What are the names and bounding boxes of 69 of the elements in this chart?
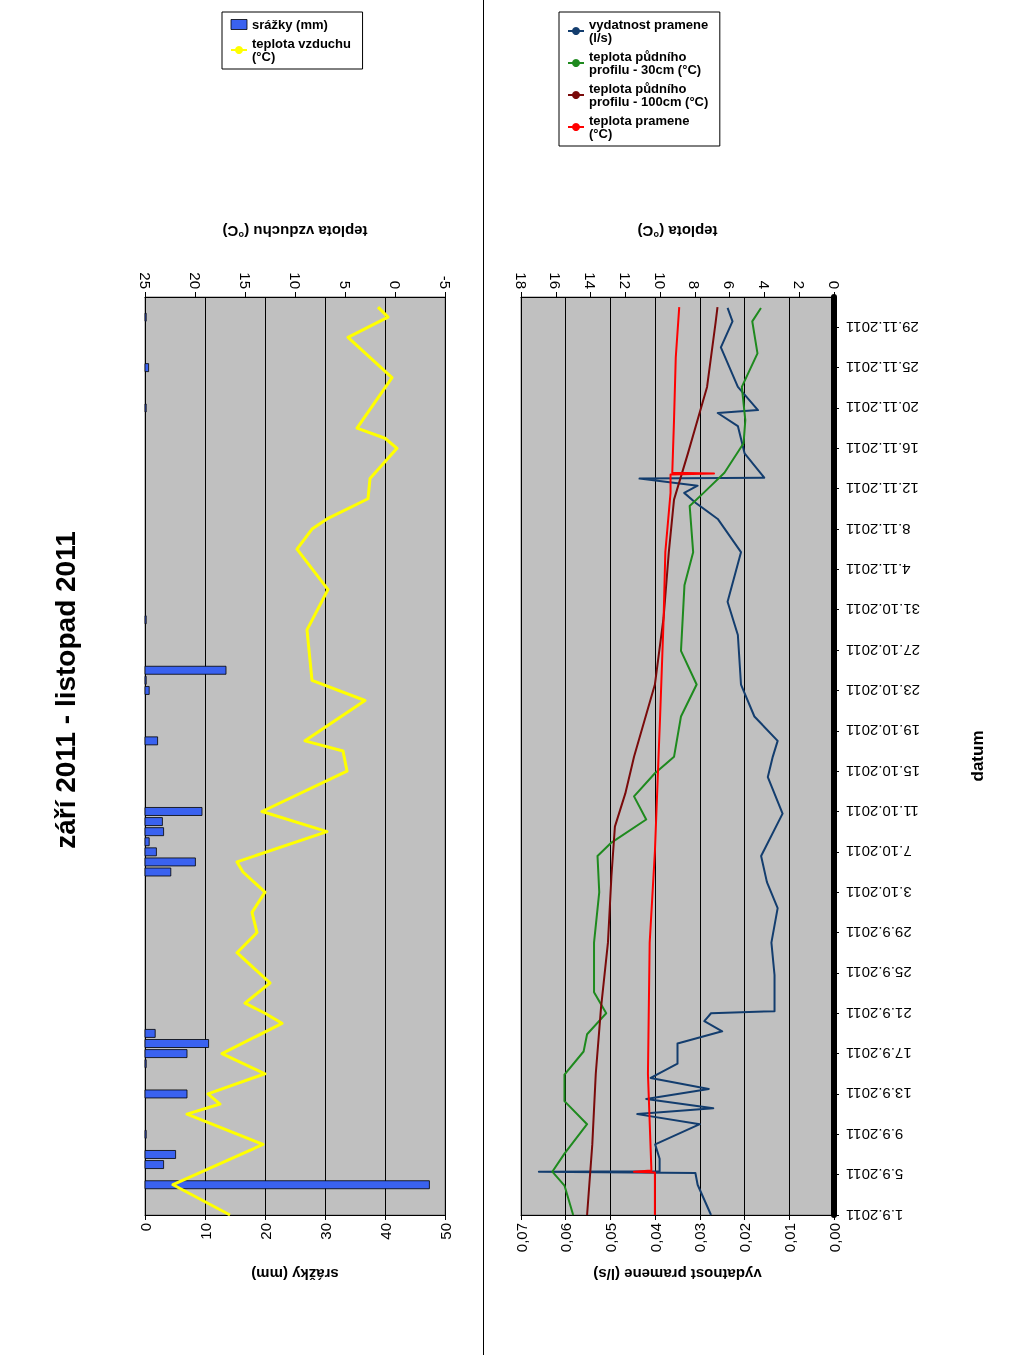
x2-tick-label: 0	[386, 280, 404, 289]
y-tick-label: 19.10.2011	[846, 722, 920, 740]
x2-axis-title: teplota vzduchu (°C)	[222, 223, 368, 240]
x-tick-label: 0,04	[646, 1223, 664, 1253]
x-tick-label: 40	[376, 1223, 394, 1240]
x-tick-label: 50	[436, 1223, 454, 1240]
legend-label: teplota pramene (°C)	[589, 113, 694, 141]
x-tick-label: 0,07	[512, 1223, 530, 1253]
y-tick-label: 17.9.2011	[846, 1045, 912, 1063]
x2-tick-label: 6	[721, 280, 739, 289]
x-tick-label: 30	[316, 1223, 334, 1240]
x2-tick-label: 8	[686, 280, 704, 289]
x2-tick-label: -5	[436, 275, 454, 289]
y-tick-label: 11.10.2011	[846, 802, 919, 820]
y-tick-label: 13.9.2011	[846, 1085, 912, 1103]
x-tick-label: 10	[196, 1223, 214, 1240]
x2-tick-label: 5	[336, 280, 354, 289]
legend-label: vydatnost pramene (l/s)	[589, 17, 712, 45]
x2-tick-label: 25	[136, 272, 154, 289]
x-tick-label: 0,00	[825, 1223, 843, 1253]
y-tick-label: 29.11.2011	[846, 318, 919, 336]
legend-label: teplota půdního profilu - 100cm (°C)	[589, 81, 709, 109]
y-tick-label: 23.10.2011	[846, 681, 920, 699]
x2-tick-label: 10	[286, 272, 304, 289]
x2-tick-label: 0	[825, 280, 843, 289]
y-tick-label: 31.10.2011	[846, 601, 920, 619]
x-tick-label: 0,06	[557, 1223, 575, 1253]
y-tick-label: 25.11.2011	[846, 359, 919, 377]
legend-label: teplota vzduchu (°C)	[252, 36, 355, 64]
x2-tick-label: 14	[582, 272, 600, 289]
y-tick-label: 20.11.2011	[846, 399, 919, 417]
y-tick-label: 29.9.2011	[846, 924, 912, 942]
y-tick-label: 1.9.2011	[846, 1206, 904, 1224]
x-axis-title: srážky (mm)	[251, 1266, 339, 1283]
x-tick-label: 0,05	[601, 1223, 619, 1253]
x-tick-label: 0,02	[736, 1223, 754, 1253]
x-tick-label: 0,03	[691, 1223, 709, 1253]
x-axis-title: vydatnost pramene (l/s)	[593, 1266, 762, 1283]
x-tick-label: 0,01	[780, 1223, 798, 1253]
x2-tick-label: 20	[186, 272, 204, 289]
x2-tick-label: 12	[616, 272, 634, 289]
legend-label: srážky (mm)	[252, 17, 328, 32]
y-tick-label: 21.9.2011	[846, 1004, 912, 1022]
x2-tick-label: 16	[547, 272, 565, 289]
y-tick-label: 25.9.2011	[846, 964, 912, 982]
bar	[144, 363, 149, 373]
y-tick-label: 4.11.2011	[846, 560, 911, 578]
x2-tick-label: 18	[512, 272, 530, 289]
x2-tick-label: 15	[236, 272, 254, 289]
y-tick-label: 16.11.2011	[846, 439, 919, 457]
y-tick-label: 27.10.2011	[846, 641, 920, 659]
x2-tick-label: 4	[755, 280, 773, 289]
bar	[144, 736, 158, 746]
y-tick-label: 9.9.2011	[846, 1125, 904, 1143]
x2-tick-label: 10	[651, 272, 669, 289]
y-axis-title: datum	[968, 730, 987, 782]
x-tick-label: 20	[256, 1223, 274, 1240]
y-tick-label: 7.10.2011	[846, 843, 912, 861]
y-tick-label: 8.11.2011	[846, 520, 911, 538]
legend-label: teplota půdního profilu - 30cm (°C)	[589, 49, 702, 77]
y-tick-label: 5.9.2011	[846, 1166, 904, 1184]
text: září 2011 - listopad 2011	[49, 531, 81, 849]
bar	[144, 1089, 188, 1099]
x2-axis-title: teplota (°C)	[637, 223, 718, 240]
y-tick-label: 12.11.2011	[846, 480, 919, 498]
y-tick-label: 3.10.2011	[846, 883, 912, 901]
y-tick-label: 15.10.2011	[846, 762, 920, 780]
x2-tick-label: 2	[790, 280, 808, 289]
x-tick-label: 0	[136, 1223, 154, 1232]
